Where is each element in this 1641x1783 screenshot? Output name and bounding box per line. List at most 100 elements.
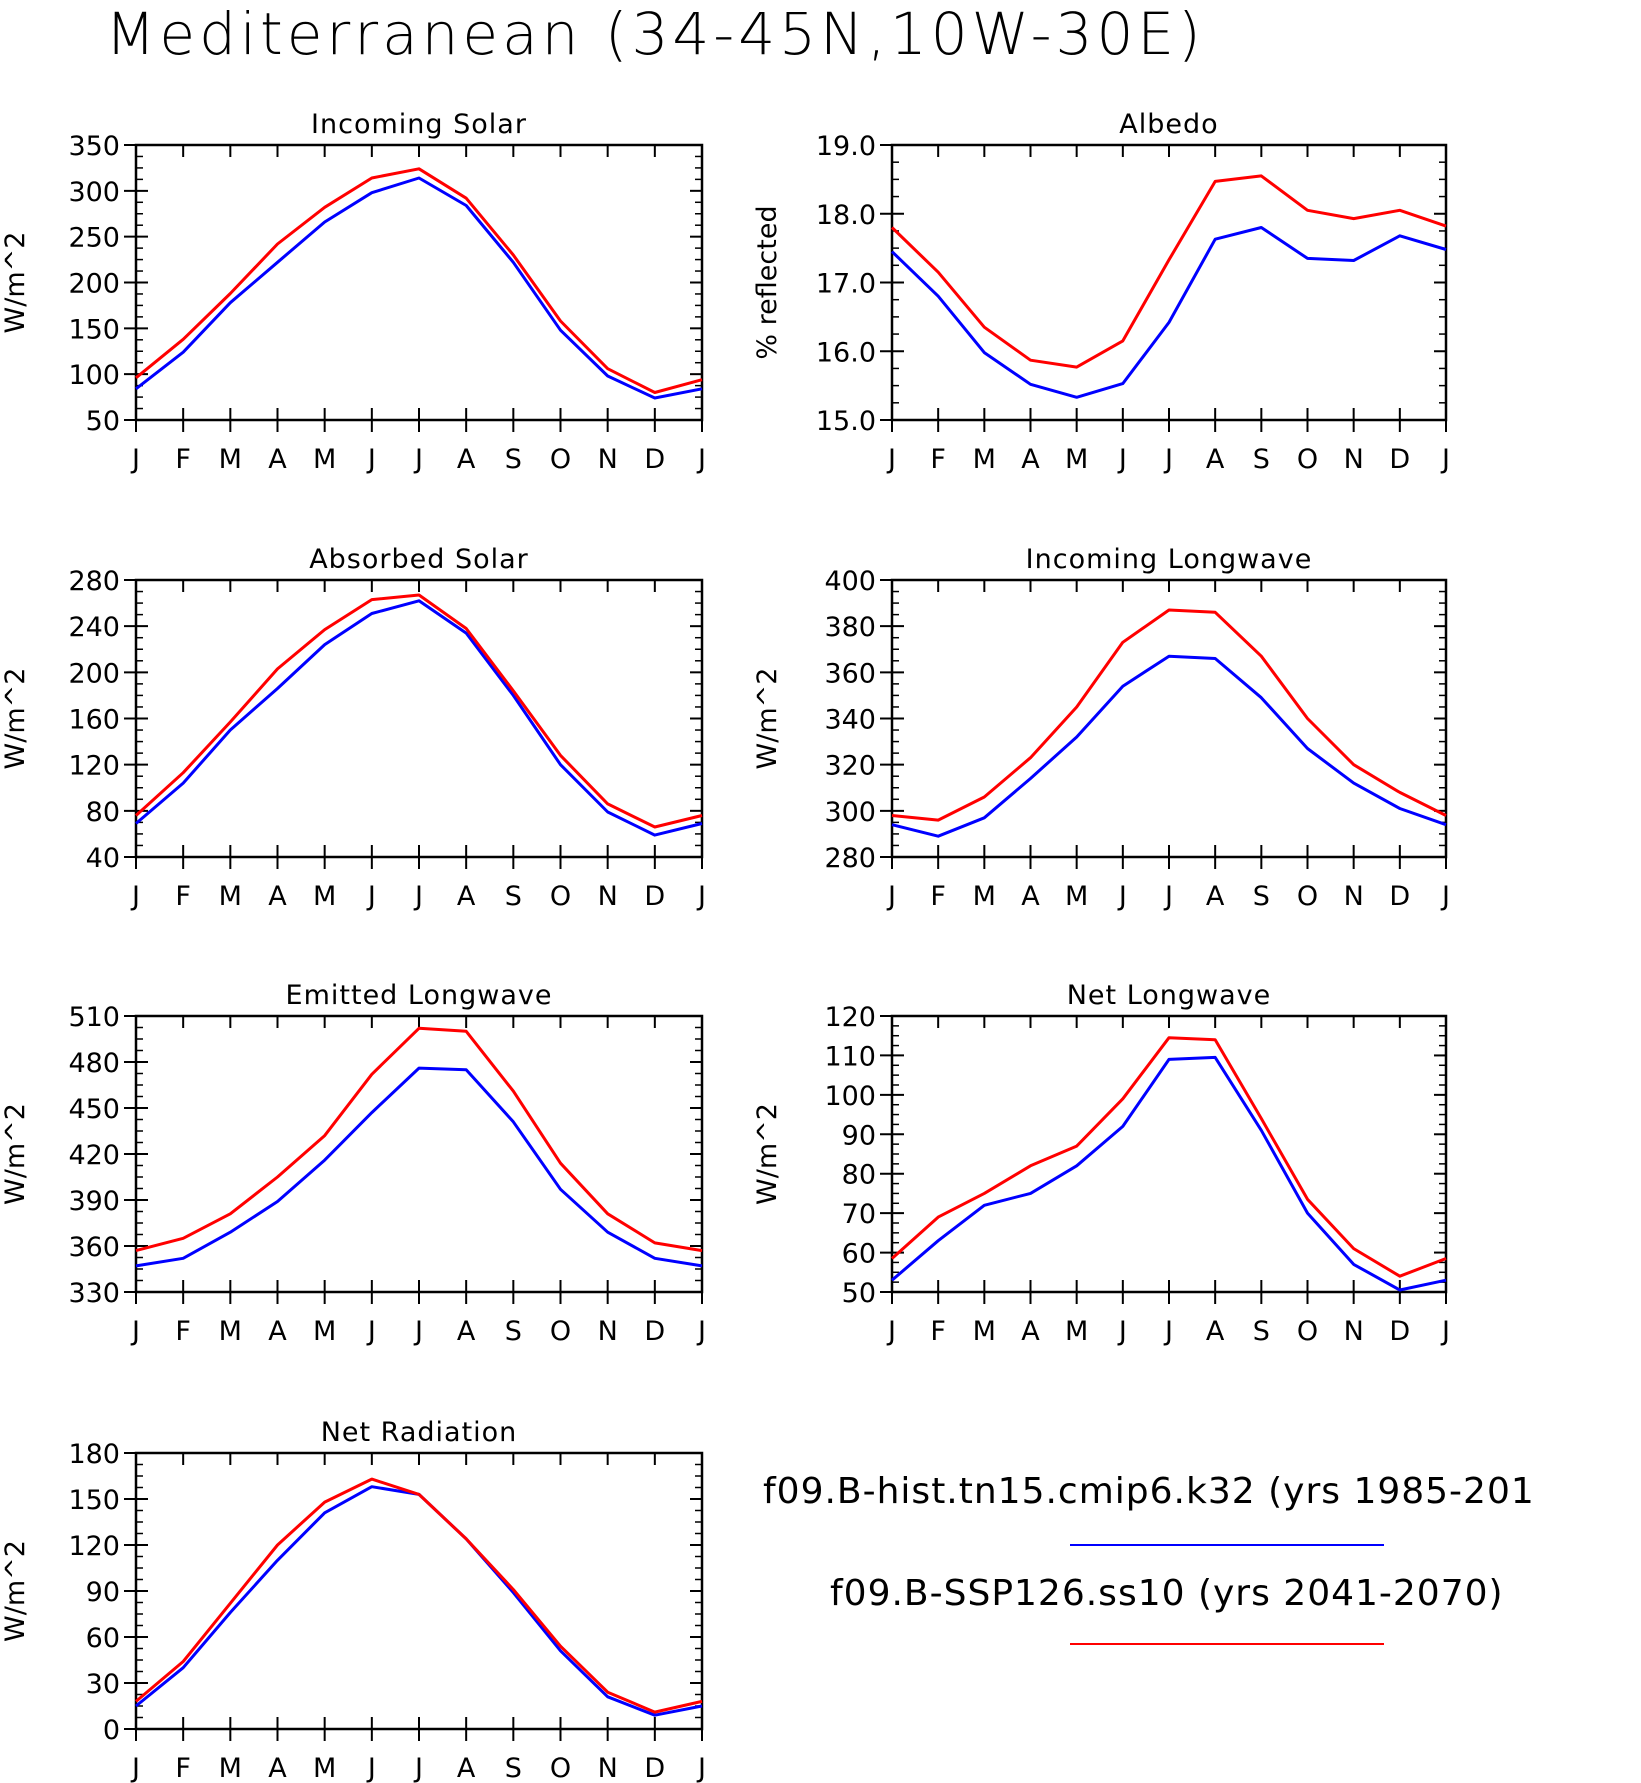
plot-frame xyxy=(890,578,1448,859)
x-tick-label: J xyxy=(1440,881,1450,912)
series-line-1 xyxy=(891,1055,1447,1292)
x-tick-label: J xyxy=(366,1753,376,1783)
y-tick-label: 380 xyxy=(824,612,876,643)
x-tick-label: S xyxy=(1253,444,1270,475)
y-tick-label: 19.0 xyxy=(816,131,876,162)
y-tick-label: 300 xyxy=(824,797,876,828)
legend-line-series-2 xyxy=(1070,1643,1384,1645)
x-tick-label: J xyxy=(366,1316,376,1347)
series-line-2 xyxy=(890,174,1447,369)
x-tick-label: M xyxy=(1065,1316,1088,1347)
x-tick-label: O xyxy=(1297,444,1318,475)
x-tick-label: D xyxy=(1389,444,1410,475)
x-tick-label: O xyxy=(550,1753,571,1783)
x-tick-label: J xyxy=(1163,881,1173,912)
x-tick-label: A xyxy=(1206,444,1225,475)
y-tick-label: 50 xyxy=(86,406,120,437)
series-line-1 xyxy=(135,176,703,400)
x-tick-label: D xyxy=(1389,881,1410,912)
y-tick-label: 280 xyxy=(824,843,876,874)
y-tick-label: 150 xyxy=(68,314,120,345)
y-tick-label: 50 xyxy=(842,1278,876,1309)
x-tick-label: A xyxy=(268,1316,287,1347)
x-tick-label: F xyxy=(175,1753,191,1783)
y-tick-label: 120 xyxy=(68,751,120,782)
x-tick-label: A xyxy=(1021,1316,1040,1347)
series-line-2 xyxy=(135,1026,703,1253)
x-tick-label: J xyxy=(413,1316,423,1347)
x-tick-label: A xyxy=(1021,444,1040,475)
y-tick-label: 80 xyxy=(842,1160,876,1191)
x-tick-label: A xyxy=(457,1753,476,1783)
x-tick-label: M xyxy=(313,881,336,912)
x-tick-label: O xyxy=(550,444,571,475)
x-tick-label: J xyxy=(413,1753,423,1783)
y-tick-label: 0 xyxy=(103,1715,120,1746)
series-line-1 xyxy=(135,1066,703,1268)
legend-label-series-1: f09.B-hist.tn15.cmip6.k32 (yrs 1985-201 xyxy=(763,1471,1535,1512)
y-tick-label: 340 xyxy=(824,705,876,736)
x-tick-label: M xyxy=(219,1753,242,1783)
y-axis-label: W/m^2 xyxy=(0,1103,31,1205)
x-tick-label: M xyxy=(973,1316,996,1347)
x-tick-label: D xyxy=(644,1316,665,1347)
y-tick-label: 60 xyxy=(86,1623,120,1654)
x-tick-label: O xyxy=(550,1316,571,1347)
series-line-2 xyxy=(891,608,1447,822)
y-axis-label: W/m^2 xyxy=(0,232,31,334)
y-tick-label: 90 xyxy=(86,1577,120,1608)
series-line-2 xyxy=(135,1477,703,1714)
x-tick-label: O xyxy=(1297,881,1318,912)
x-tick-label: M xyxy=(219,881,242,912)
y-tick-label: 450 xyxy=(68,1094,120,1125)
x-tick-label: F xyxy=(930,444,946,475)
page-title: Mediterranean (34-45N,10W-30E) xyxy=(105,0,1205,68)
x-tick-label: O xyxy=(1297,1316,1318,1347)
x-tick-label: J xyxy=(413,881,423,912)
series-line-1 xyxy=(135,1485,703,1717)
y-tick-label: 250 xyxy=(68,223,120,254)
x-tick-label: N xyxy=(598,444,618,475)
panel-title: Albedo xyxy=(1119,109,1218,140)
x-tick-label: J xyxy=(130,444,140,475)
y-tick-label: 60 xyxy=(842,1239,876,1270)
x-tick-label: J xyxy=(696,1316,706,1347)
y-axis-label: % reflected xyxy=(752,205,783,359)
x-tick-label: M xyxy=(973,444,996,475)
x-tick-label: J xyxy=(696,1753,706,1783)
x-tick-label: J xyxy=(413,444,423,475)
y-tick-label: 80 xyxy=(86,797,120,828)
x-tick-label: M xyxy=(313,444,336,475)
y-tick-label: 40 xyxy=(86,843,120,874)
series-line-1 xyxy=(891,654,1447,838)
y-tick-label: 100 xyxy=(68,360,120,391)
x-tick-label: S xyxy=(505,881,522,912)
y-tick-label: 360 xyxy=(824,658,876,689)
series-line-2 xyxy=(134,593,703,829)
x-tick-label: J xyxy=(696,881,706,912)
legend-label-series-2: f09.B-SSP126.ss10 (yrs 2041-2070) xyxy=(830,1573,1504,1614)
x-tick-label: J xyxy=(886,444,896,475)
x-tick-label: M xyxy=(313,1753,336,1783)
y-axis-label: W/m^2 xyxy=(0,1540,31,1642)
x-tick-label: J xyxy=(130,881,140,912)
x-tick-label: D xyxy=(644,444,665,475)
x-tick-label: J xyxy=(1163,444,1173,475)
panel-title: Emitted Longwave xyxy=(286,980,553,1011)
x-tick-label: A xyxy=(457,881,476,912)
x-tick-label: S xyxy=(505,1316,522,1347)
x-tick-label: F xyxy=(175,444,191,475)
x-tick-label: A xyxy=(268,881,287,912)
y-tick-label: 110 xyxy=(824,1041,876,1072)
panel-title: Net Radiation xyxy=(321,1417,518,1448)
x-tick-label: D xyxy=(644,1753,665,1783)
y-tick-label: 390 xyxy=(68,1186,120,1217)
x-tick-label: J xyxy=(886,881,896,912)
x-tick-label: S xyxy=(505,444,522,475)
y-tick-label: 200 xyxy=(68,269,120,300)
legend-line-series-1 xyxy=(1070,1544,1384,1546)
